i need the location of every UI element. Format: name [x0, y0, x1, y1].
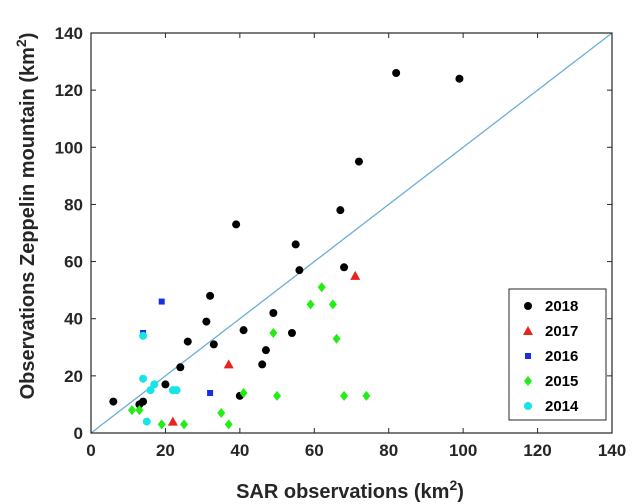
y-tick-label: 80 [64, 195, 83, 214]
data-point-2015 [239, 388, 248, 398]
data-point-2017 [167, 416, 178, 426]
data-point-2016 [158, 298, 165, 305]
data-point-2018 [269, 309, 278, 317]
data-point-2018 [258, 360, 267, 369]
data-point-2014 [150, 380, 159, 389]
legend-label: 2016 [545, 348, 578, 365]
x-tick-label: 100 [449, 441, 477, 460]
data-point-2018 [392, 69, 401, 77]
x-tick-label: 20 [156, 441, 175, 460]
y-tick-label: 60 [64, 253, 83, 272]
x-axis-ticks: 0 20 40 60 80 100 120 140 [86, 33, 626, 460]
legend-marker-2014 [524, 402, 532, 410]
legend-label: 2014 [545, 398, 579, 415]
legend-label: 2015 [545, 373, 578, 390]
data-point-2018 [206, 291, 215, 300]
data-point-2015 [328, 299, 337, 310]
series-2018 [109, 69, 464, 409]
data-point-2015 [340, 390, 349, 401]
data-point-2018 [354, 157, 363, 166]
data-point-2015 [332, 333, 341, 344]
data-point-2018 [109, 397, 118, 406]
data-point-2014 [146, 386, 155, 395]
y-tick-label: 100 [55, 138, 83, 157]
y-axis-label: Observations Zeppelin mountain (km2) [13, 33, 39, 400]
data-points [109, 69, 464, 430]
data-point-2018 [209, 340, 218, 349]
legend: 2018 2017 2016 2015 2014 [508, 288, 607, 421]
data-point-2015 [362, 390, 371, 401]
data-point-2014 [139, 374, 148, 383]
x-tick-label: 60 [305, 441, 324, 460]
x-tick-label: 80 [379, 441, 398, 460]
data-point-2018 [161, 380, 170, 389]
y-tick-label: 120 [55, 81, 83, 100]
data-point-2015 [317, 282, 326, 293]
data-point-2015 [269, 328, 278, 338]
data-point-2015 [127, 405, 136, 416]
legend-marker-2018 [524, 302, 532, 310]
data-point-2017 [350, 270, 361, 280]
data-point-2018 [183, 337, 192, 346]
legend-label: 2018 [545, 298, 578, 315]
data-point-2018 [176, 363, 185, 372]
y-tick-label: 40 [64, 310, 83, 329]
data-point-2014 [139, 331, 148, 340]
data-point-2018 [291, 240, 300, 249]
series-2014 [139, 331, 181, 426]
x-axis-label: SAR observations (km2) [236, 477, 464, 503]
data-point-2016 [207, 390, 214, 396]
data-point-2015 [224, 419, 233, 430]
data-point-2015 [180, 419, 189, 430]
data-point-2018 [239, 326, 248, 335]
x-tick-label: 0 [86, 441, 95, 460]
data-point-2015 [217, 408, 226, 418]
y-tick-label: 140 [55, 24, 83, 43]
series-2015 [127, 282, 371, 430]
data-point-2018 [336, 206, 345, 215]
data-point-2018 [202, 317, 211, 326]
data-point-2015 [135, 405, 144, 416]
data-point-2015 [157, 419, 166, 430]
data-point-2018 [455, 74, 464, 83]
data-point-2018 [261, 346, 270, 355]
data-point-2018 [232, 220, 241, 229]
data-point-2018 [139, 397, 148, 406]
x-tick-label: 140 [598, 441, 626, 460]
legend-marker-2016 [525, 353, 531, 359]
data-point-2017 [223, 359, 234, 369]
x-tick-label: 120 [523, 441, 551, 460]
legend-marker-2015 [524, 376, 532, 386]
legend-label: 2017 [545, 323, 578, 340]
y-axis-ticks: 0 20 40 60 80 100 120 140 [55, 24, 612, 443]
y-tick-label: 0 [74, 424, 83, 443]
data-point-2018 [340, 263, 349, 272]
y-tick-label: 20 [64, 367, 83, 386]
series-2017 [167, 270, 361, 426]
plot-area [90, 32, 613, 434]
data-point-2018 [295, 266, 304, 275]
legend-marker-2017 [523, 326, 533, 335]
data-point-2018 [287, 329, 296, 337]
data-point-2014 [142, 417, 151, 426]
data-point-2015 [306, 299, 315, 310]
data-point-2015 [273, 390, 282, 401]
x-tick-label: 40 [230, 441, 249, 460]
data-point-2014 [172, 386, 181, 395]
